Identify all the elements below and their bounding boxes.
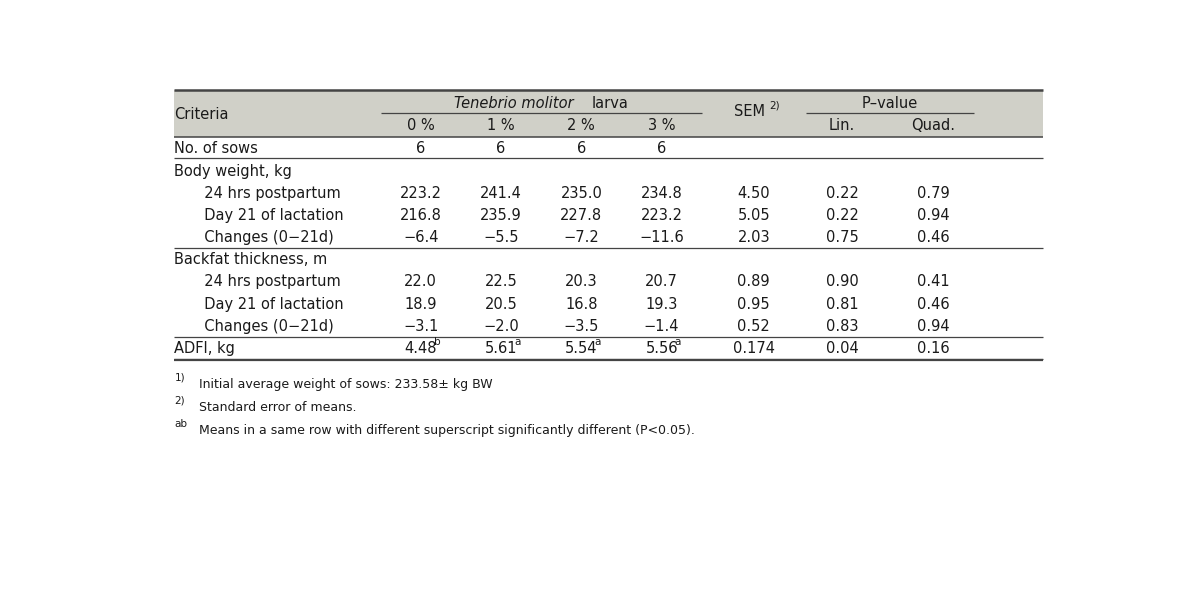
Text: 5.54: 5.54 xyxy=(565,341,598,356)
Text: 0.52: 0.52 xyxy=(737,319,770,334)
Text: a: a xyxy=(594,337,601,347)
Text: Backfat thickness, m: Backfat thickness, m xyxy=(174,252,327,267)
Text: 18.9: 18.9 xyxy=(405,296,437,312)
Text: Criteria: Criteria xyxy=(174,107,230,122)
Text: −3.5: −3.5 xyxy=(564,319,599,334)
Text: 0.79: 0.79 xyxy=(917,186,950,201)
Text: 241.4: 241.4 xyxy=(480,186,521,201)
Text: 20.5: 20.5 xyxy=(485,296,518,312)
Text: −5.5: −5.5 xyxy=(484,230,519,245)
Text: 0.41: 0.41 xyxy=(917,274,950,289)
Text: 216.8: 216.8 xyxy=(400,208,441,223)
Text: 24 hrs postpartum: 24 hrs postpartum xyxy=(194,186,340,201)
Text: 0.22: 0.22 xyxy=(826,208,859,223)
Text: 22.5: 22.5 xyxy=(485,274,518,289)
Text: SEM: SEM xyxy=(733,105,765,119)
Text: 227.8: 227.8 xyxy=(560,208,603,223)
Text: Quad.: Quad. xyxy=(911,118,956,132)
Text: 5.61: 5.61 xyxy=(485,341,518,356)
Text: Initial average weight of sows: 233.58± kg BW: Initial average weight of sows: 233.58± … xyxy=(194,378,492,391)
Text: Lin.: Lin. xyxy=(829,118,856,132)
Text: 5.56: 5.56 xyxy=(645,341,678,356)
Text: Tenebrio molitor: Tenebrio molitor xyxy=(454,96,573,111)
Text: 223.2: 223.2 xyxy=(640,208,683,223)
Text: Body weight, kg: Body weight, kg xyxy=(174,163,292,179)
Text: Day 21 of lactation: Day 21 of lactation xyxy=(194,296,344,312)
Text: 0.81: 0.81 xyxy=(826,296,858,312)
Text: 0.94: 0.94 xyxy=(917,319,950,334)
Text: 0.95: 0.95 xyxy=(738,296,770,312)
Text: larva: larva xyxy=(591,96,629,111)
Text: 24 hrs postpartum: 24 hrs postpartum xyxy=(194,274,340,289)
Text: Changes (0−21d): Changes (0−21d) xyxy=(194,319,333,334)
Text: 223.2: 223.2 xyxy=(400,186,441,201)
Text: 2): 2) xyxy=(174,396,185,406)
Text: 1 %: 1 % xyxy=(487,118,514,132)
Text: 0.90: 0.90 xyxy=(826,274,858,289)
Text: 0.46: 0.46 xyxy=(917,230,950,245)
Text: 0.46: 0.46 xyxy=(917,296,950,312)
Text: a: a xyxy=(674,337,681,347)
Text: a: a xyxy=(514,337,520,347)
Text: 234.8: 234.8 xyxy=(640,186,683,201)
Text: −2.0: −2.0 xyxy=(484,319,519,334)
Text: −11.6: −11.6 xyxy=(639,230,684,245)
Text: 2): 2) xyxy=(770,100,780,110)
Text: Standard error of means.: Standard error of means. xyxy=(194,401,357,414)
Text: 235.0: 235.0 xyxy=(560,186,603,201)
Text: 6: 6 xyxy=(657,141,666,156)
Text: 3 %: 3 % xyxy=(647,118,676,132)
Text: 19.3: 19.3 xyxy=(645,296,678,312)
Text: 6: 6 xyxy=(577,141,586,156)
Text: 235.9: 235.9 xyxy=(480,208,521,223)
Text: ADFI, kg: ADFI, kg xyxy=(174,341,235,356)
Text: 0.94: 0.94 xyxy=(917,208,950,223)
Text: −6.4: −6.4 xyxy=(403,230,439,245)
Text: 16.8: 16.8 xyxy=(565,296,598,312)
Text: 5.05: 5.05 xyxy=(738,208,770,223)
Text: Day 21 of lactation: Day 21 of lactation xyxy=(194,208,344,223)
Text: 2 %: 2 % xyxy=(567,118,596,132)
Text: P–value: P–value xyxy=(862,96,918,111)
Text: 20.3: 20.3 xyxy=(565,274,598,289)
Text: No. of sows: No. of sows xyxy=(174,141,259,156)
Text: 6: 6 xyxy=(497,141,506,156)
Text: 20.7: 20.7 xyxy=(645,274,678,289)
Text: b: b xyxy=(434,337,440,347)
Text: Means in a same row with different superscript significantly different (P<0.05).: Means in a same row with different super… xyxy=(194,424,694,437)
Text: 0.16: 0.16 xyxy=(917,341,950,356)
Text: 4.48: 4.48 xyxy=(405,341,437,356)
Text: 0.22: 0.22 xyxy=(826,186,859,201)
Text: 1): 1) xyxy=(174,373,185,383)
Text: −7.2: −7.2 xyxy=(564,230,599,245)
Text: 0.83: 0.83 xyxy=(826,319,858,334)
Text: 0 %: 0 % xyxy=(407,118,434,132)
Text: 0.89: 0.89 xyxy=(738,274,770,289)
Text: 2.03: 2.03 xyxy=(738,230,770,245)
Text: 0.75: 0.75 xyxy=(826,230,858,245)
Text: 22.0: 22.0 xyxy=(405,274,437,289)
Text: ab: ab xyxy=(174,419,187,429)
Text: −1.4: −1.4 xyxy=(644,319,679,334)
Text: 6: 6 xyxy=(417,141,425,156)
Text: 0.174: 0.174 xyxy=(733,341,774,356)
Text: 4.50: 4.50 xyxy=(738,186,770,201)
Text: Changes (0−21d): Changes (0−21d) xyxy=(194,230,333,245)
Text: −3.1: −3.1 xyxy=(403,319,439,334)
Text: 0.04: 0.04 xyxy=(826,341,858,356)
